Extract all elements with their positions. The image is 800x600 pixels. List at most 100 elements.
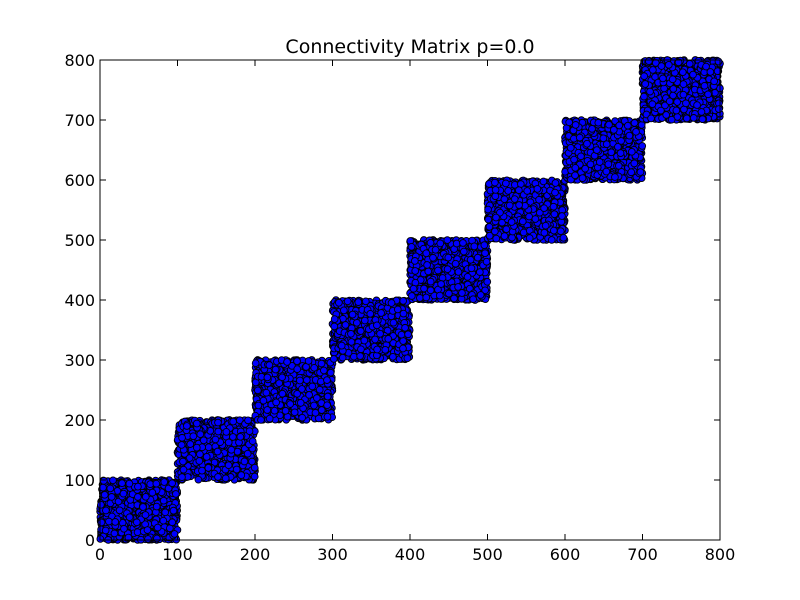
scatter-point (426, 238, 435, 247)
scatter-point (100, 490, 109, 499)
scatter-point (404, 330, 412, 339)
scatter-point (356, 327, 365, 335)
scatter-point (304, 357, 313, 365)
scatter-point (296, 376, 304, 385)
scatter-point (281, 406, 290, 415)
scatter-point (323, 376, 331, 384)
scatter-point (106, 484, 115, 493)
scatter-point (152, 502, 161, 511)
scatter-point (357, 345, 365, 354)
scatter-point (214, 427, 223, 436)
chart-title: Connectivity Matrix p=0.0 (285, 36, 534, 58)
scatter-point (245, 427, 254, 436)
scatter-point (278, 389, 287, 398)
scatter-point (253, 386, 262, 395)
scatter-point (335, 298, 343, 307)
scatter-point (120, 524, 128, 533)
scatter-point (125, 513, 134, 522)
scatter-point (389, 318, 398, 327)
scatter-point (271, 365, 280, 374)
scatter-point (99, 477, 108, 485)
scatter-point (371, 335, 379, 344)
scatter-point (202, 453, 211, 461)
scatter-point (263, 373, 272, 382)
scatter-point (352, 318, 361, 327)
scatter-point (422, 293, 431, 302)
scatter-point (194, 475, 203, 484)
plot-area (96, 56, 724, 544)
scatter-point (259, 396, 268, 405)
scatter-point (111, 518, 120, 526)
scatter-point (452, 239, 461, 248)
scatter-point (454, 268, 463, 276)
scatter-point (376, 329, 384, 338)
scatter-point (169, 506, 178, 515)
scatter-point (411, 257, 419, 265)
scatter-point (397, 330, 406, 339)
scatter-point (293, 389, 302, 398)
scatter-point (473, 253, 482, 262)
scatter-point (107, 493, 116, 501)
scatter-point (389, 352, 397, 361)
scatter-point (480, 241, 489, 249)
scatter-point (110, 529, 119, 538)
scatter-point (97, 500, 105, 509)
scatter-point (214, 418, 222, 427)
scatter-point (293, 365, 302, 373)
scatter-point (222, 428, 231, 436)
scatter-point (133, 528, 142, 537)
scatter-point (387, 299, 396, 307)
scatter-point (143, 526, 152, 534)
scatter-point (105, 517, 113, 526)
scatter-point (330, 315, 339, 323)
block-points (173, 416, 259, 484)
scatter-point (199, 436, 208, 445)
scatter-point (99, 483, 107, 492)
scatter-point (221, 474, 230, 483)
scatter-point (302, 376, 311, 384)
scatter-point (118, 479, 126, 488)
scatter-point (286, 400, 295, 408)
scatter-point (356, 352, 365, 360)
scatter-point (141, 492, 150, 501)
scatter-point (337, 341, 346, 350)
scatter-point (270, 406, 279, 415)
scatter-point (196, 430, 205, 439)
scatter-point (317, 406, 326, 414)
scatter-point (170, 530, 179, 538)
scatter-point (275, 379, 284, 388)
scatter-point (290, 408, 299, 417)
scatter-point (144, 535, 152, 543)
scatter-point (293, 357, 301, 366)
scatter-point (361, 297, 370, 306)
scatter-point (102, 506, 110, 515)
scatter-point (298, 413, 307, 422)
scatter-point (97, 518, 106, 527)
scatter-point (179, 457, 187, 466)
scatter-point (139, 503, 147, 511)
scatter-point (283, 358, 291, 366)
scatter-point (401, 323, 409, 332)
scatter-point (134, 482, 142, 491)
scatter-point (393, 305, 402, 314)
scatter-point (211, 435, 220, 444)
scatter-point (315, 385, 324, 394)
scatter-point (411, 267, 420, 275)
scatter-point (463, 273, 472, 281)
scatter-point (168, 479, 176, 488)
scatter-point (152, 479, 161, 488)
scatter-point (232, 465, 241, 474)
scatter-point (227, 445, 236, 454)
scatter-point (476, 291, 485, 299)
scatter-point (451, 259, 460, 268)
scatter-point (377, 309, 385, 317)
scatter-point (384, 335, 393, 343)
scatter-point (204, 464, 213, 472)
scatter-point (195, 457, 204, 465)
scatter-point (436, 239, 445, 248)
scatter-point (360, 316, 369, 325)
scatter-point (422, 249, 431, 258)
scatter-point (340, 306, 348, 315)
scatter-point (186, 440, 195, 448)
